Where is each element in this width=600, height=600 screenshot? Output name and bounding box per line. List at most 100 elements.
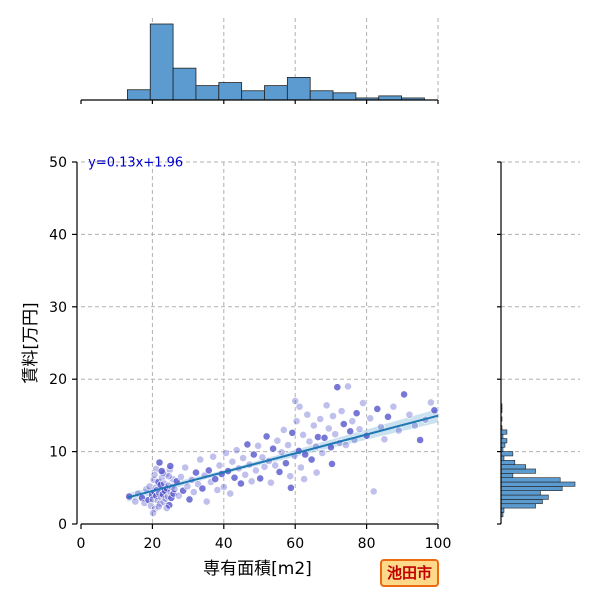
- scatter-point: [162, 504, 171, 512]
- scatter-point: [271, 461, 280, 470]
- scatter-point: [232, 446, 241, 455]
- scatter-point: [329, 412, 337, 420]
- scatter-point: [299, 430, 307, 439]
- x-tick-label: 60: [286, 536, 304, 552]
- y-tick-label: 20: [49, 372, 67, 388]
- scatter-point: [221, 449, 230, 457]
- scatter-point: [316, 415, 325, 423]
- scatter-point: [369, 487, 378, 496]
- histogram-bar: [218, 82, 243, 101]
- scatter-point: [196, 455, 205, 464]
- scatter-point: [307, 455, 316, 464]
- scatter-point: [258, 453, 267, 462]
- histogram-bar: [286, 77, 311, 101]
- marginal-y-histogram: [500, 403, 576, 518]
- scatter-point: [226, 489, 235, 498]
- histogram-bar: [378, 95, 402, 101]
- scatter-point: [204, 466, 213, 475]
- x-tick-label: 100: [425, 536, 452, 552]
- histogram-bar: [500, 473, 514, 478]
- regression-confidence-band: [127, 408, 439, 502]
- scatter-point: [366, 414, 375, 423]
- scatter-point: [241, 470, 250, 479]
- scatter-point: [339, 420, 348, 428]
- x-tick-label: 80: [358, 536, 376, 552]
- scatter-point: [352, 409, 361, 418]
- scatter-point: [284, 441, 292, 449]
- scatter-point: [320, 433, 329, 442]
- scatter-point: [145, 482, 154, 491]
- marginal-x-histogram: [127, 23, 425, 101]
- y-axis-title: 賃料[万円]: [21, 302, 41, 383]
- scatter-point: [286, 483, 295, 492]
- scatter-point: [189, 488, 198, 496]
- scatter-point: [281, 459, 290, 468]
- histogram-bar: [500, 490, 541, 496]
- scatter-point: [312, 468, 321, 477]
- scatter-point: [230, 473, 239, 482]
- scatter-point: [344, 382, 352, 391]
- scatter-point: [251, 466, 260, 475]
- scatter-point: [279, 425, 288, 434]
- scatter-point: [213, 486, 222, 494]
- scatter-point: [292, 417, 301, 426]
- scatter-point: [150, 504, 159, 513]
- scatter-point: [394, 426, 403, 435]
- regression-equation: y=0.13x+1.96: [88, 155, 183, 170]
- scatter-point: [269, 444, 277, 453]
- histogram-bar: [500, 464, 526, 470]
- scatter-point: [181, 463, 190, 472]
- scatter-point: [150, 470, 159, 479]
- histogram-bar: [332, 92, 357, 101]
- histogram-bar: [500, 451, 514, 457]
- scatter-point: [384, 412, 392, 421]
- scatter-point: [291, 396, 300, 405]
- histogram-bar: [500, 486, 563, 491]
- histogram-bar: [309, 90, 334, 101]
- scatter-point: [236, 479, 245, 488]
- y-tick-label: 0: [58, 517, 67, 533]
- scatter-point: [147, 501, 155, 510]
- x-tick-label: 0: [77, 536, 86, 552]
- scatter-point: [331, 430, 340, 439]
- y-tick-label: 30: [49, 300, 67, 316]
- scatter-point: [256, 474, 265, 483]
- scatter-point: [355, 425, 364, 434]
- scatter-point: [400, 390, 408, 399]
- histogram-bar: [500, 429, 508, 435]
- scatter-point: [328, 459, 336, 468]
- scatter-point: [314, 433, 322, 441]
- scatter-point: [373, 404, 382, 413]
- scatter-point: [219, 483, 228, 491]
- scatter-point: [273, 436, 282, 445]
- histogram-bar: [500, 459, 516, 465]
- histogram-bar: [241, 90, 265, 101]
- scatter-point: [266, 478, 275, 487]
- scatter-point: [288, 428, 297, 437]
- scatter-point: [198, 484, 207, 493]
- scatter-point: [215, 461, 224, 470]
- scatter-point: [359, 399, 367, 407]
- scatter-point: [348, 417, 357, 426]
- histogram-bar: [500, 503, 536, 509]
- scatter-point: [305, 437, 314, 446]
- histogram-bar: [500, 477, 561, 483]
- scatter-point: [155, 458, 164, 467]
- scatter-point: [416, 436, 424, 444]
- histogram-bar: [149, 23, 174, 101]
- scatter-point: [380, 435, 389, 444]
- x-tick-label: 20: [143, 536, 161, 552]
- scatter-point: [183, 482, 192, 491]
- scatter-point: [254, 441, 262, 450]
- scatter-point: [154, 502, 163, 511]
- histogram-bar: [500, 494, 549, 500]
- scatter-point: [322, 401, 331, 410]
- scatter-point: [249, 450, 258, 459]
- scatter-point: [389, 402, 398, 411]
- scatter-point: [405, 410, 414, 419]
- scatter-point: [286, 472, 295, 481]
- scatter-point: [260, 462, 269, 471]
- y-tick-label: 40: [49, 227, 67, 243]
